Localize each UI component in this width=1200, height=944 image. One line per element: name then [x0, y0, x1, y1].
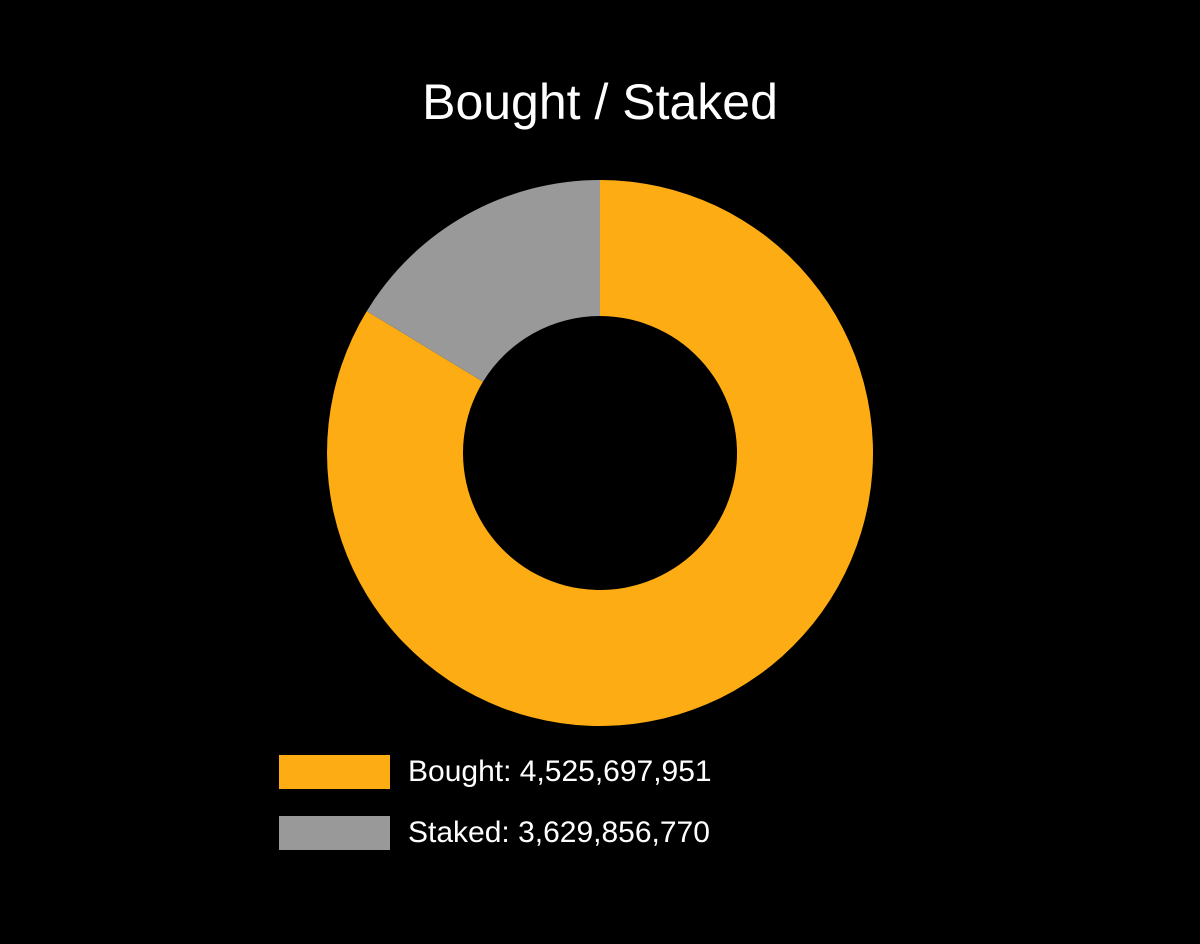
- legend-label-staked: Staked: 3,629,856,770: [408, 816, 710, 849]
- legend: Bought: 4,525,697,951 Staked: 3,629,856,…: [279, 752, 712, 874]
- legend-swatch-staked: [279, 816, 390, 850]
- legend-item-bought: Bought: 4,525,697,951: [279, 752, 712, 792]
- legend-label-bought: Bought: 4,525,697,951: [408, 755, 712, 788]
- legend-item-staked: Staked: 3,629,856,770: [279, 813, 712, 853]
- slice-staked: [366, 180, 600, 382]
- slice-bought: [326, 180, 873, 726]
- chart-title: Bought / Staked: [422, 74, 778, 130]
- legend-swatch-bought: [279, 755, 390, 789]
